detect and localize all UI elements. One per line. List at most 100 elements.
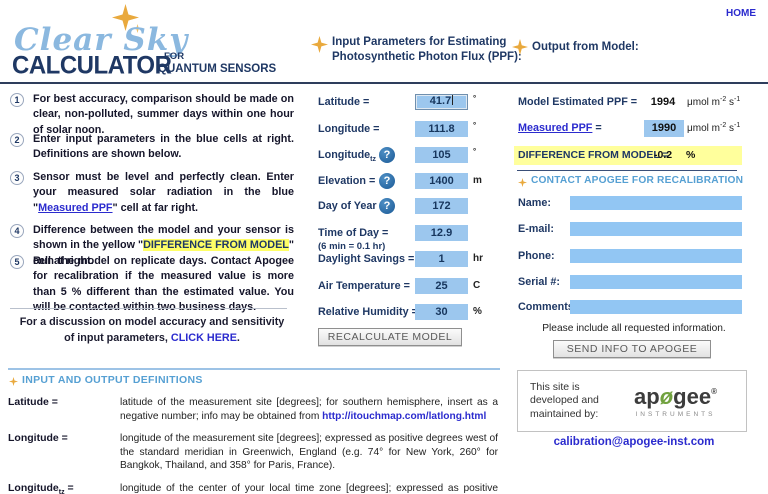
- difference-highlight: DIFFERENCE FROM MODEL: [143, 239, 289, 252]
- phone-field[interactable]: [570, 249, 742, 263]
- recalculate-model-button[interactable]: RECALCULATE MODEL: [318, 328, 462, 346]
- difference-label: DIFFERENCE FROM MODEL =: [518, 149, 669, 161]
- step-2-text: Enter input parameters in the blue cells…: [33, 133, 294, 161]
- relative-humidity-input[interactable]: 30: [415, 303, 468, 320]
- measured-ppf-input[interactable]: 1990: [644, 120, 684, 137]
- longitude-tz-input[interactable]: 105: [415, 146, 468, 163]
- step-2-number: 2: [10, 133, 24, 147]
- logo-calculator: CALCULATOR: [12, 51, 172, 80]
- longitude-term: Longitude =: [8, 432, 68, 444]
- contact-apogee-header: CONTACT APOGEE FOR RECALIBRATION: [531, 175, 744, 186]
- input-section-title: Input Parameters for Estimating Photosyn…: [332, 36, 522, 63]
- time-of-day-sublabel: (6 min = 0.1 hr): [318, 240, 386, 252]
- definitions-star-icon: [9, 377, 18, 386]
- output-divider: [517, 170, 737, 171]
- time-of-day-input[interactable]: 12.9: [415, 224, 468, 241]
- apogee-instruments-label: INSTRUMENTS: [635, 411, 716, 418]
- email-label: E-mail:: [518, 223, 554, 235]
- input-row-time-of-day: Time of Day = (6 min = 0.1 hr) 12.9: [315, 224, 515, 252]
- difference-unit: %: [686, 149, 696, 161]
- measured-ppf-help-link[interactable]: Measured PPF: [518, 122, 593, 134]
- elevation-unit: m: [473, 174, 482, 186]
- contact-star-icon: [518, 178, 527, 187]
- daylight-savings-unit: hr: [473, 253, 483, 264]
- input-row-latitude: Latitude = 41.7 °: [315, 94, 515, 112]
- output-section-title: Output from Model:: [532, 41, 639, 53]
- serial-number-field[interactable]: [570, 275, 742, 289]
- daylight-savings-input[interactable]: 1: [415, 251, 468, 267]
- latitude-input[interactable]: 41.7: [415, 94, 468, 110]
- difference-value: -0.2: [654, 149, 673, 161]
- longitude-tz-term: Longitudetz =: [8, 482, 74, 494]
- step-5-number: 5: [10, 255, 24, 269]
- longitude-input[interactable]: 111.8: [415, 120, 468, 137]
- comments-label: Comments:: [518, 301, 578, 313]
- name-field[interactable]: [570, 196, 742, 210]
- latitude-label: Latitude =: [318, 96, 370, 108]
- apogee-leaf-o-icon: ø: [659, 384, 674, 409]
- day-of-year-help-icon[interactable]: ?: [379, 198, 395, 214]
- longitude-unit: °: [473, 120, 477, 130]
- step-3-number: 3: [10, 171, 24, 185]
- input-section-star-icon: [311, 36, 328, 53]
- time-of-day-label: Time of Day =: [318, 226, 389, 239]
- for-label: FOR: [164, 51, 185, 62]
- input-row-longitude: Longitude = 111.8 °: [315, 120, 515, 139]
- step-1-text: For best accuracy, comparison should be …: [33, 93, 294, 136]
- measured-ppf-row: Measured PPF = 1990 μmol m-2 s-1: [514, 120, 768, 138]
- air-temperature-input[interactable]: 25: [415, 277, 468, 294]
- difference-from-model-bar: DIFFERENCE FROM MODEL = -0.2 %: [514, 146, 742, 165]
- form-row-serial: Serial #:: [514, 275, 768, 291]
- input-row-air-temperature: Air Temperature = 25 C: [315, 277, 515, 296]
- model-estimated-row: Model Estimated PPF = 1994 μmol m-2 s-1: [514, 94, 768, 112]
- air-temperature-unit: C: [473, 279, 481, 291]
- definitions-header: INPUT AND OUTPUT DEFINITIONS: [22, 374, 203, 386]
- model-estimated-ppf-label: Model Estimated PPF =: [518, 96, 638, 108]
- input-row-relative-humidity: Relative Humidity = 30 %: [315, 303, 515, 322]
- logo-clear-sky: Clear Sky: [14, 22, 189, 58]
- step-5-text: Run the model on replicate days. Contact…: [33, 255, 294, 313]
- form-row-comments: Comments:: [514, 300, 768, 316]
- discussion-note: For a discussion on model accuracy and s…: [19, 316, 285, 344]
- day-of-year-input[interactable]: 172: [415, 198, 468, 214]
- longitude-definition: longitude of the measurement site [degre…: [120, 433, 498, 472]
- step-1-number: 1: [10, 93, 24, 107]
- daylight-savings-label: Daylight Savings = +: [318, 253, 424, 265]
- measured-ppf-link[interactable]: Measured PPF: [38, 201, 113, 214]
- sensor-type-label: QUANTUM SENSORS: [158, 63, 277, 75]
- calibration-email-link[interactable]: calibration@apogee-inst.com: [553, 436, 715, 448]
- click-here-link[interactable]: CLICK HERE: [170, 331, 237, 344]
- latitude-term: Latitude =: [8, 396, 58, 408]
- phone-label: Phone:: [518, 250, 555, 262]
- send-info-to-apogee-button[interactable]: SEND INFO TO APOGEE: [553, 340, 711, 358]
- name-label: Name:: [518, 197, 552, 209]
- air-temperature-label: Air Temperature =: [318, 279, 410, 292]
- elevation-input[interactable]: 1400: [415, 172, 468, 189]
- home-link[interactable]: HOME: [726, 8, 756, 19]
- logo-sparkle-icon: [133, 24, 142, 33]
- longitude-tz-help-icon[interactable]: ?: [379, 146, 395, 163]
- input-row-daylight-savings: Daylight Savings = + 1 hr: [315, 251, 515, 269]
- elevation-help-icon[interactable]: ?: [379, 172, 395, 189]
- include-info-note: Please include all requested information…: [542, 323, 726, 334]
- itouchmap-link[interactable]: http://itouchmap.com/latlong.html: [322, 410, 487, 422]
- header-divider: [0, 82, 768, 84]
- apogee-logo: apøgee® INSTRUMENTS: [634, 384, 717, 418]
- model-ppf-units: μmol m-2 s-1: [687, 96, 741, 108]
- measured-ppf-label: Measured PPF =: [518, 122, 602, 134]
- comments-field[interactable]: [570, 300, 742, 314]
- form-row-email: E-mail:: [514, 222, 768, 238]
- longitude-tz-label: Longitudetz =: [318, 148, 385, 163]
- site-maintained-note: This site is developed and maintained by…: [530, 380, 599, 420]
- serial-number-label: Serial #:: [518, 276, 561, 288]
- longitude-tz-definition: longitude of the center of your local ti…: [120, 483, 498, 494]
- relative-humidity-unit: %: [473, 305, 482, 317]
- latitude-unit: °: [473, 94, 477, 103]
- longitude-tz-unit: °: [473, 146, 477, 156]
- apogee-credit-box: This site is developed and maintained by…: [517, 370, 747, 432]
- instructions-divider: [10, 308, 287, 309]
- input-parameters-panel: Latitude = 41.7 ° Longitude = 111.8 ° Lo…: [315, 86, 515, 366]
- input-row-day-of-year: Day of Year = ? 172: [315, 198, 515, 216]
- email-field[interactable]: [570, 222, 742, 236]
- step-4-number: 4: [10, 224, 24, 238]
